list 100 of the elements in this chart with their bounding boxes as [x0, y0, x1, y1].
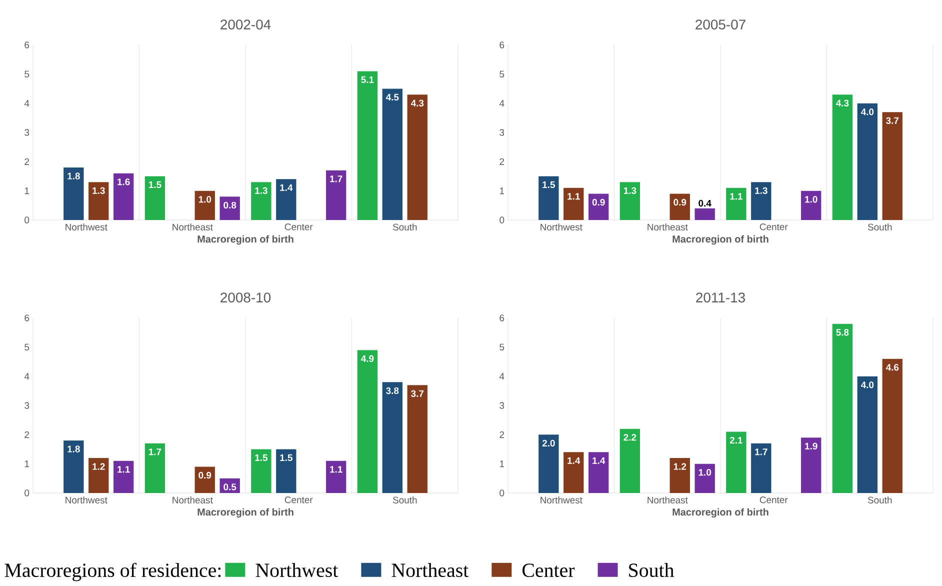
data-label: 1.4	[568, 457, 580, 464]
bar	[64, 167, 84, 220]
data-label: 1.6	[118, 178, 130, 186]
bar	[276, 179, 296, 220]
bar	[220, 196, 240, 220]
bar	[670, 458, 690, 493]
y-tick-label: 2	[24, 431, 30, 438]
y-tick-label: 6	[500, 314, 504, 322]
data-label: 1.0	[198, 196, 212, 203]
bar	[64, 440, 84, 493]
bar	[726, 432, 746, 493]
x-tick-label: Center	[760, 224, 788, 230]
chart-title: 2002-04	[220, 20, 271, 30]
data-label: 0.5	[224, 484, 236, 490]
x-tick-label: Northwest	[540, 224, 582, 230]
bar	[382, 382, 402, 493]
bar	[620, 182, 640, 220]
data-label: 1.4	[592, 457, 606, 464]
data-label: 1.7	[330, 176, 342, 182]
y-tick-label: 4	[499, 373, 504, 380]
x-tick-label: Northeast	[648, 496, 688, 504]
y-tick-label: 3	[24, 402, 30, 409]
bar	[251, 449, 272, 493]
bar	[588, 194, 609, 220]
bar	[194, 466, 215, 493]
y-tick-label: 4	[24, 373, 30, 380]
data-label: 1.2	[92, 463, 105, 470]
data-label: 0.8	[224, 202, 236, 209]
x-tick-label: South	[392, 496, 417, 504]
data-label: 1.1	[730, 193, 742, 200]
data-label: 3.8	[386, 387, 399, 394]
y-tick-label: 0	[500, 490, 504, 496]
data-label: 3.7	[886, 117, 899, 124]
bar	[538, 176, 559, 220]
y-tick-label: 6	[500, 42, 504, 48]
bar	[832, 324, 853, 493]
data-label: 4.0	[860, 108, 874, 116]
data-label: 1.1	[330, 466, 342, 473]
bar	[564, 452, 584, 493]
data-label: 1.2	[674, 463, 686, 470]
bar	[564, 188, 584, 220]
bar	[751, 182, 772, 220]
x-axis-title: Macroregion of birth	[198, 235, 294, 245]
data-label: 3.7	[411, 390, 424, 397]
data-label: 1.1	[568, 193, 580, 200]
bar	[694, 464, 715, 493]
x-tick-label: Northeast	[648, 224, 688, 230]
x-tick-label: Center	[760, 496, 788, 504]
bar	[800, 190, 822, 220]
bar	[670, 194, 690, 220]
data-label: 5.1	[361, 76, 374, 84]
y-tick-label: 1	[500, 460, 504, 468]
data-label: 4.9	[360, 355, 374, 362]
y-tick-label: 2	[500, 158, 504, 165]
y-tick-label: 1	[24, 460, 30, 468]
x-tick-label: Northeast	[172, 224, 213, 230]
bar	[194, 190, 215, 220]
data-label: 0.4	[698, 200, 712, 207]
bar	[857, 376, 878, 493]
data-label: 1.8	[68, 172, 80, 180]
data-label: 4.6	[886, 364, 899, 371]
bar	[882, 358, 902, 493]
y-tick-label: 5	[24, 70, 30, 78]
legend-label: Northwest	[256, 563, 338, 578]
x-axis-title: Macroregion of birth	[672, 235, 768, 245]
data-label: 1.8	[68, 446, 80, 452]
data-label: 0.9	[592, 198, 605, 206]
data-label: 1.3	[624, 187, 636, 194]
x-tick-label: South	[868, 224, 892, 230]
bar	[726, 188, 746, 220]
bar	[588, 452, 609, 493]
bar	[832, 94, 853, 220]
x-tick-label: Center	[284, 496, 313, 504]
data-label: 1.0	[805, 196, 818, 203]
bar	[357, 350, 378, 493]
bar	[620, 428, 640, 493]
data-label: 1.9	[805, 442, 818, 450]
data-label: 1.3	[92, 187, 105, 194]
bar	[407, 385, 428, 493]
data-label: 1.5	[255, 454, 268, 462]
bar	[538, 434, 559, 493]
y-tick-label: 0	[500, 216, 504, 224]
y-tick-label: 5	[500, 70, 504, 78]
data-label: 1.7	[755, 448, 768, 456]
x-tick-label: Northeast	[172, 496, 213, 504]
legend-label: Center	[522, 564, 575, 578]
bar	[144, 443, 166, 493]
data-label: 4.3	[836, 100, 849, 106]
bar	[113, 173, 134, 220]
data-label: 4.0	[860, 382, 874, 388]
legend-label: South	[629, 563, 674, 578]
bar	[800, 438, 822, 493]
data-label: 1.5	[542, 181, 555, 188]
x-tick-label: Northwest	[66, 496, 108, 504]
y-tick-label: 3	[500, 129, 504, 136]
bar	[882, 112, 902, 220]
data-label: 1.3	[755, 187, 768, 194]
x-axis-title: Macroregion of birth	[198, 508, 294, 518]
y-tick-label: 3	[24, 129, 30, 136]
y-tick-label: 4	[499, 100, 504, 107]
